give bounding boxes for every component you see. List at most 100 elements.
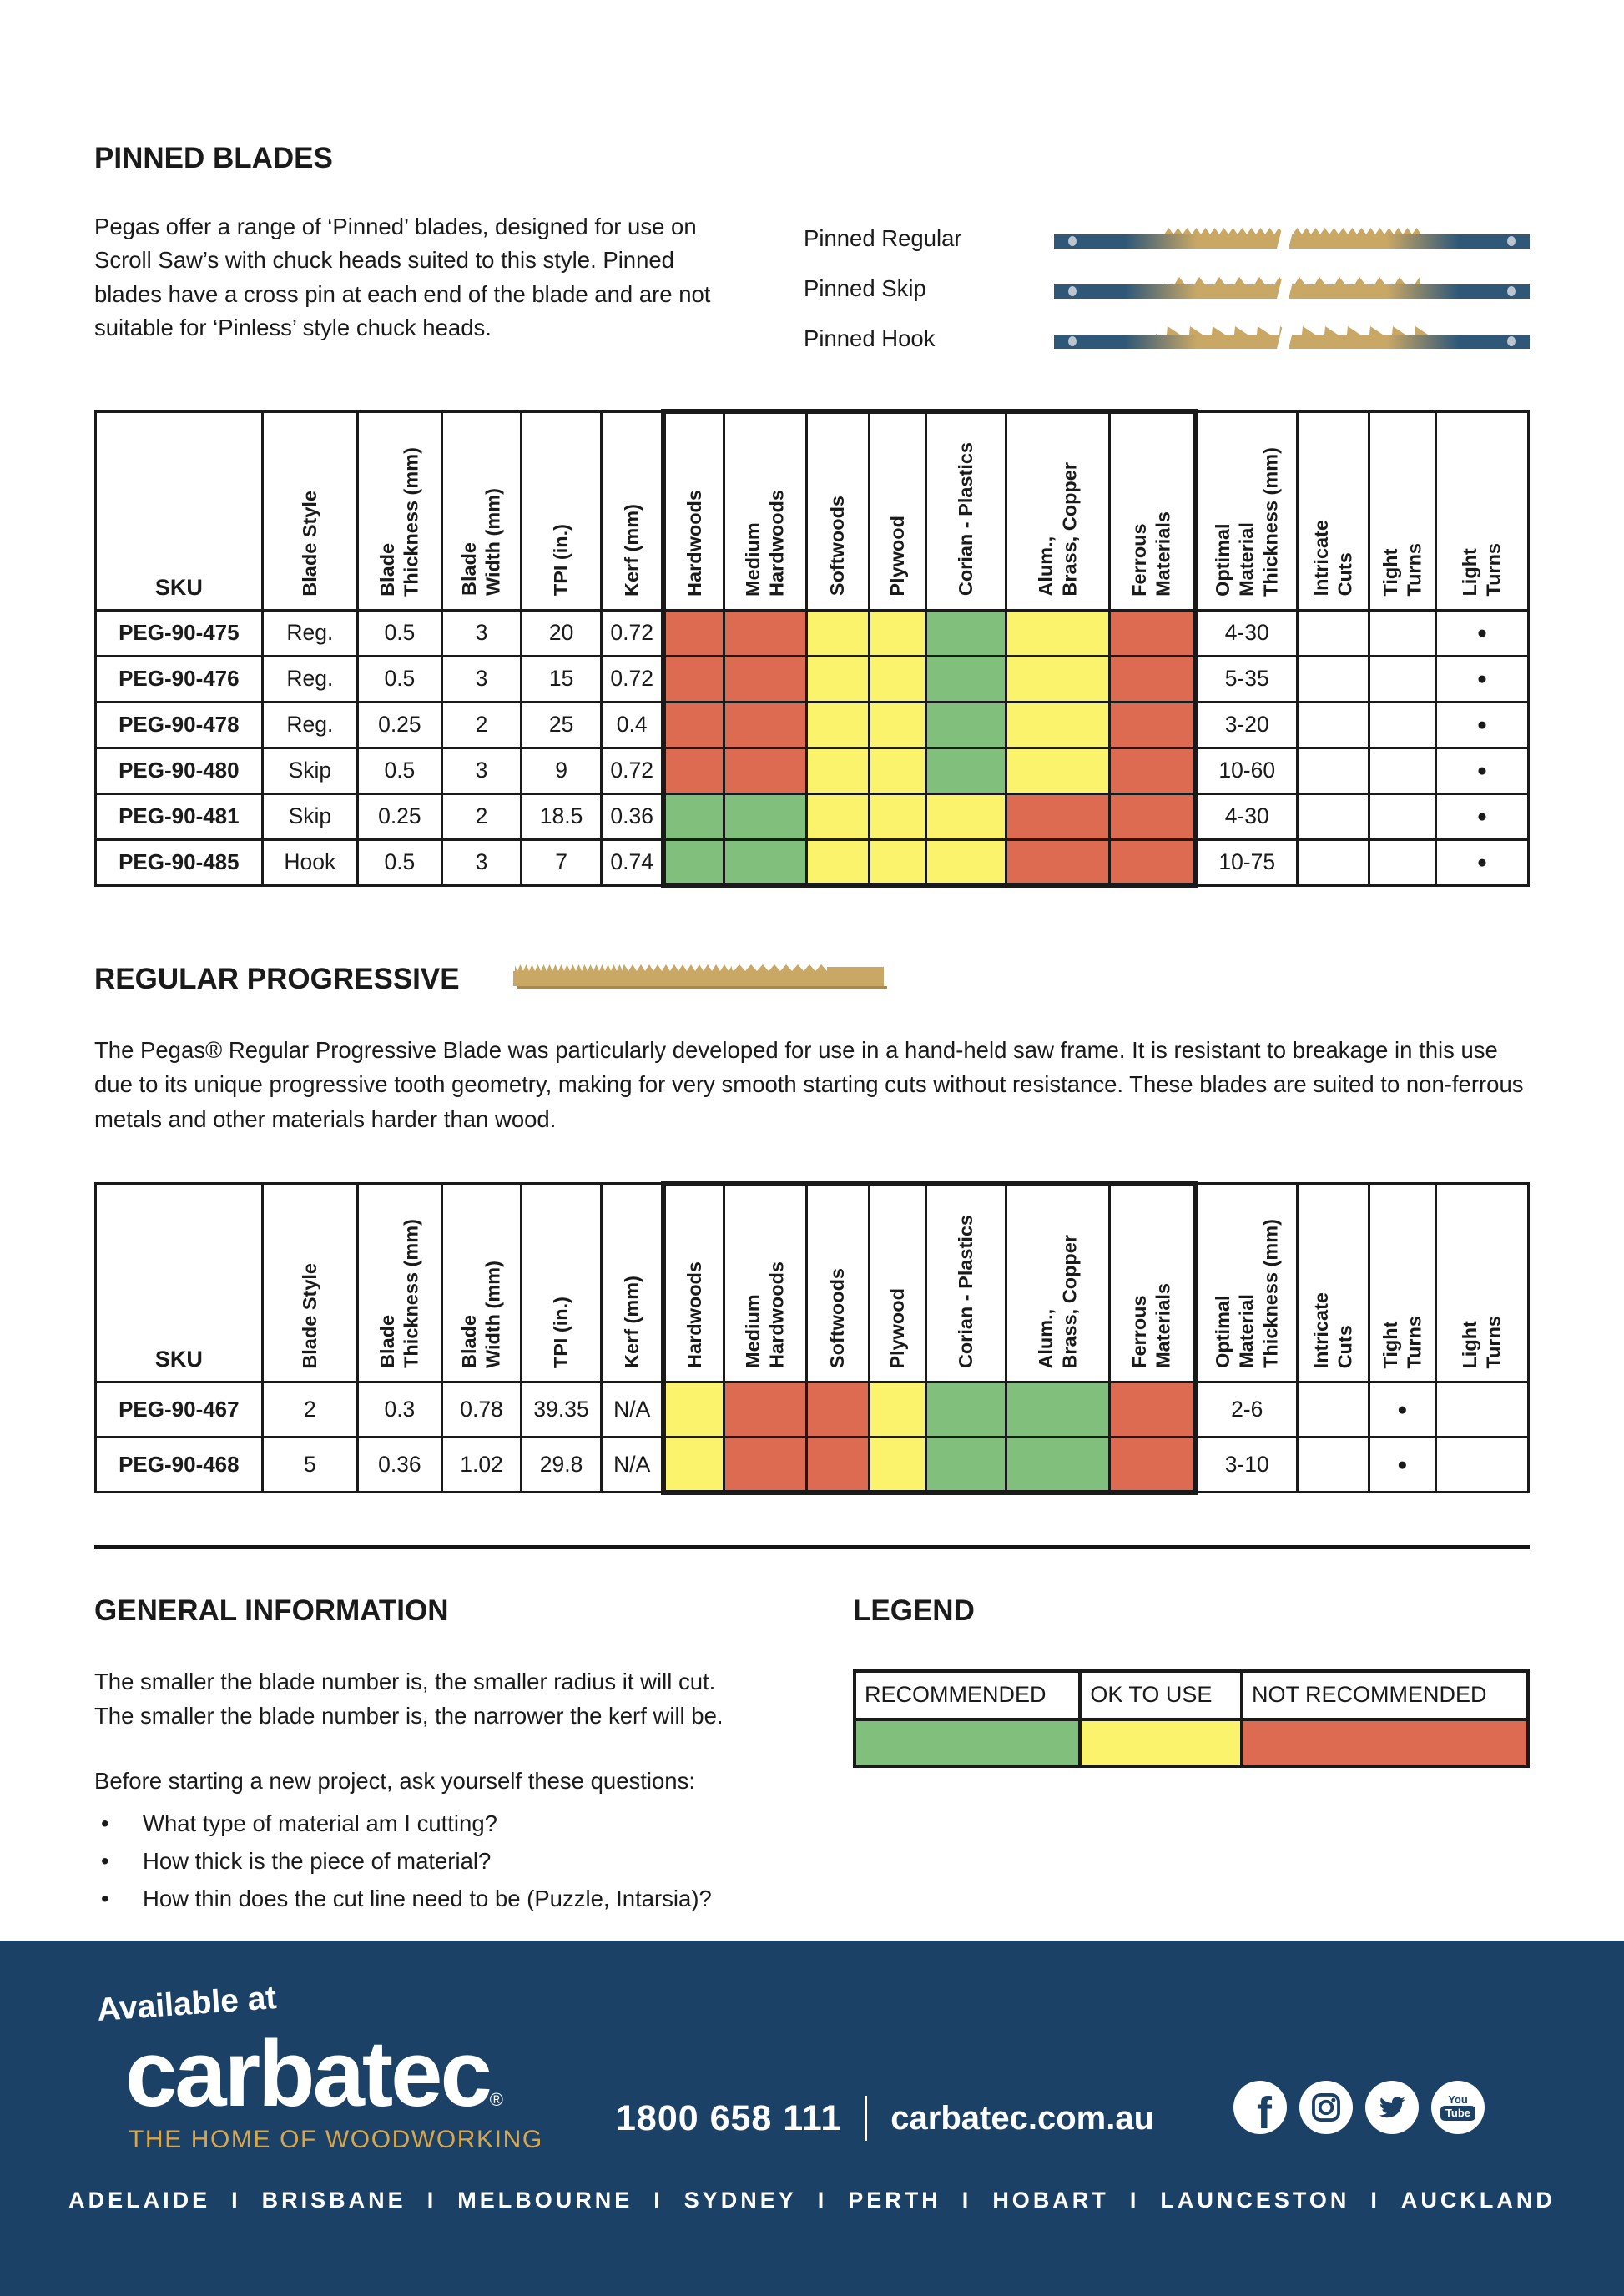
info-line: The smaller the blade number is, the nar… bbox=[94, 1703, 724, 1729]
column-header-text: Blade Width (mm) bbox=[458, 1261, 504, 1369]
column-header-text: Plywood bbox=[886, 1287, 909, 1369]
rating-plywood bbox=[867, 608, 927, 657]
column-header-ferrous: Ferrous Materials bbox=[1108, 409, 1198, 612]
rating-ferrous-materials bbox=[1108, 654, 1198, 703]
youtube-icon[interactable]: You Tube bbox=[1431, 2081, 1485, 2134]
city-separator: I bbox=[1370, 2188, 1380, 2213]
questions-intro: Before starting a new project, ask yours… bbox=[94, 1768, 695, 1795]
intricate-cuts-cell bbox=[1296, 838, 1370, 887]
light-turns-cell: ● bbox=[1434, 838, 1531, 887]
kerf-cell: 0.72 bbox=[599, 746, 665, 795]
blade-type-label: Pinned Hook bbox=[804, 325, 936, 351]
twitter-icon[interactable] bbox=[1365, 2081, 1419, 2134]
optimal-thickness-cell: 2-6 bbox=[1193, 1381, 1299, 1439]
column-header-text: Softwoods bbox=[826, 1268, 849, 1369]
rating-hardwoods bbox=[661, 838, 725, 888]
blade-style-cell: 2 bbox=[260, 1381, 360, 1439]
rating-ferrous-materials bbox=[1108, 608, 1198, 657]
column-header-text: Intricate Cuts bbox=[1309, 1292, 1356, 1369]
blade-row-skip: Pinned Skip bbox=[804, 264, 1530, 314]
blade-style-cell: Skip bbox=[260, 746, 360, 795]
legend-header-row: RECOMMENDED OK TO USE NOT RECOMMENDED bbox=[852, 1669, 1530, 1721]
optimal-thickness-cell: 3-10 bbox=[1193, 1436, 1299, 1494]
facebook-f-glyph: f bbox=[1257, 2088, 1272, 2134]
facebook-icon[interactable]: f bbox=[1233, 2081, 1287, 2134]
city-separator: I bbox=[231, 2188, 241, 2213]
legend-color-row bbox=[852, 1717, 1530, 1768]
blade-style-cell: Skip bbox=[260, 792, 360, 841]
column-header-text: Ferrous Materials bbox=[1128, 511, 1175, 597]
intricate-cuts-cell bbox=[1296, 792, 1370, 841]
website-link[interactable]: carbatec.com.au bbox=[890, 2099, 1154, 2137]
light-turns-cell: ● bbox=[1434, 746, 1531, 795]
legend-swatch-not-recommended bbox=[1240, 1717, 1530, 1768]
rating-plywood bbox=[867, 838, 927, 888]
tight-turns-cell bbox=[1367, 700, 1437, 749]
column-header-text: TPI (in.) bbox=[550, 1297, 572, 1369]
blade-width-cell: 2 bbox=[440, 792, 523, 841]
bullet: • bbox=[101, 1886, 109, 1912]
kerf-cell: 0.72 bbox=[599, 654, 665, 703]
rating-ferrous-materials bbox=[1108, 700, 1198, 749]
rating-plywood bbox=[867, 746, 927, 795]
rating-ferrous-materials bbox=[1108, 838, 1198, 888]
column-header-text: Medium Hardwoods bbox=[741, 1261, 788, 1369]
page: PINNED BLADES Pegas offer a range of ‘Pi… bbox=[94, 0, 1531, 1912]
column-header-text: Alum., Brass, Copper bbox=[1034, 461, 1081, 597]
city-name: MELBOURNE bbox=[457, 2188, 633, 2213]
legend-label-recommended: RECOMMENDED bbox=[852, 1669, 1082, 1721]
instagram-icon[interactable] bbox=[1299, 2081, 1353, 2134]
intricate-cuts-cell bbox=[1296, 746, 1370, 795]
legend-label-ok-to-use: OK TO USE bbox=[1078, 1669, 1244, 1721]
column-header-medium: Medium Hardwoods bbox=[722, 409, 808, 612]
blade-type-label: Pinned Regular bbox=[804, 225, 962, 251]
city-name: HOBART bbox=[992, 2188, 1109, 2213]
rating-hardwoods bbox=[661, 700, 725, 749]
legend-swatch-ok-to-use bbox=[1078, 1717, 1244, 1768]
blade-width-cell: 2 bbox=[440, 700, 523, 749]
blade-style-cell: Reg. bbox=[260, 700, 360, 749]
kerf-cell: 0.36 bbox=[599, 792, 665, 841]
light-turns-cell: ● bbox=[1434, 608, 1531, 657]
column-header-alum: Alum., Brass, Copper bbox=[1004, 409, 1112, 612]
blade-thickness-cell: 0.5 bbox=[356, 838, 443, 887]
city-name: LAUNCESTON bbox=[1160, 2188, 1350, 2213]
column-header-text: Intricate Cuts bbox=[1309, 520, 1356, 597]
table-row: PEG-90-467 2 0.3 0.78 39.35 N/A 2-6 ● bbox=[94, 1381, 1531, 1439]
city-name: BRISBANE bbox=[261, 2188, 406, 2213]
tpi-cell: 20 bbox=[520, 608, 603, 657]
intricate-cuts-cell bbox=[1296, 1436, 1370, 1494]
rating-hardwoods bbox=[661, 1381, 725, 1439]
blade-thickness-cell: 0.5 bbox=[356, 608, 443, 657]
table-row: PEG-90-475 Reg. 0.5 3 20 0.72 4-30 ● bbox=[94, 608, 1531, 657]
optimal-thickness-cell: 10-75 bbox=[1193, 838, 1299, 887]
column-header-text: TPI (in.) bbox=[550, 524, 572, 597]
pinned-blades-title: PINNED BLADES bbox=[94, 142, 333, 174]
light-turns-cell: ● bbox=[1434, 654, 1531, 703]
city-name: ADELAIDE bbox=[68, 2188, 211, 2213]
intricate-cuts-cell bbox=[1296, 700, 1370, 749]
column-header-ferrous: Ferrous Materials bbox=[1108, 1181, 1198, 1384]
general-information-title: GENERAL INFORMATION bbox=[94, 1594, 449, 1627]
tpi-cell: 39.35 bbox=[520, 1381, 603, 1439]
rating-plywood bbox=[867, 1436, 927, 1495]
column-header-intricate: Intricate Cuts bbox=[1296, 1182, 1370, 1384]
tpi-cell: 9 bbox=[520, 746, 603, 795]
table-row: PEG-90-476 Reg. 0.5 3 15 0.72 5-35 ● bbox=[94, 654, 1531, 703]
column-header-blade: Blade Thickness (mm) bbox=[356, 410, 443, 612]
column-header-blade: Blade Thickness (mm) bbox=[356, 1182, 443, 1384]
rating-medium-hardwoods bbox=[722, 746, 808, 795]
table-row: PEG-90-468 5 0.36 1.02 29.8 N/A 3-10 ● bbox=[94, 1436, 1531, 1495]
column-header-text: Hardwoods bbox=[683, 489, 705, 597]
pinned-blades-section: PINNED BLADES Pegas offer a range of ‘Pi… bbox=[94, 0, 1531, 888]
column-header-plywood: Plywood bbox=[867, 409, 927, 612]
city-name: SYDNEY bbox=[683, 2188, 797, 2213]
city-separator: I bbox=[426, 2188, 437, 2213]
carbatec-tagline: THE HOME OF WOODWORKING bbox=[129, 2126, 543, 2153]
column-header-light: Light Turns bbox=[1434, 1182, 1531, 1384]
light-turns-cell: ● bbox=[1434, 792, 1531, 841]
legend-table: RECOMMENDED OK TO USE NOT RECOMMENDED bbox=[852, 1669, 1530, 1768]
optimal-thickness-cell: 3-20 bbox=[1193, 700, 1299, 749]
column-header-text: Corian - Plastics bbox=[954, 442, 976, 597]
sku-cell: PEG-90-476 bbox=[94, 654, 264, 703]
